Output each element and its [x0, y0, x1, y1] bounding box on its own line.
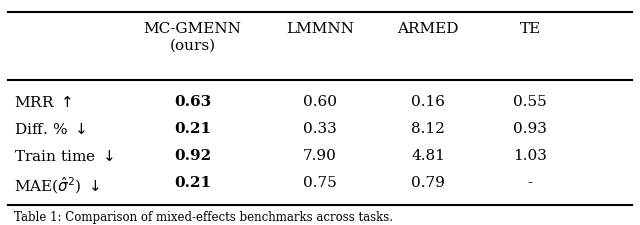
Text: 0.21: 0.21: [174, 122, 211, 136]
Text: 0.63: 0.63: [174, 95, 211, 109]
Text: 1.03: 1.03: [513, 149, 547, 163]
Text: 0.75: 0.75: [303, 176, 337, 190]
Text: 0.55: 0.55: [513, 95, 547, 109]
Text: 0.21: 0.21: [174, 176, 211, 190]
Text: LMMNN: LMMNN: [286, 22, 354, 36]
Text: 8.12: 8.12: [412, 122, 445, 136]
Text: 0.93: 0.93: [513, 122, 547, 136]
Text: MC-GMENN
(ours): MC-GMENN (ours): [143, 22, 241, 52]
Text: 0.33: 0.33: [303, 122, 337, 136]
Text: Diff. % $\downarrow$: Diff. % $\downarrow$: [14, 122, 86, 137]
Text: 0.60: 0.60: [303, 95, 337, 109]
Text: MRR $\uparrow$: MRR $\uparrow$: [14, 95, 72, 110]
Text: Train time $\downarrow$: Train time $\downarrow$: [14, 149, 114, 164]
Text: 0.16: 0.16: [412, 95, 445, 109]
Text: -: -: [528, 176, 533, 190]
Text: 7.90: 7.90: [303, 149, 337, 163]
Text: MAE($\hat{\sigma}^2$) $\downarrow$: MAE($\hat{\sigma}^2$) $\downarrow$: [14, 176, 100, 196]
Text: ARMED: ARMED: [397, 22, 459, 36]
Text: TE: TE: [520, 22, 541, 36]
Text: 0.79: 0.79: [412, 176, 445, 190]
Text: Table 1: Comparison of mixed-effects benchmarks across tasks.: Table 1: Comparison of mixed-effects ben…: [14, 211, 393, 224]
Text: 4.81: 4.81: [412, 149, 445, 163]
Text: 0.92: 0.92: [174, 149, 211, 163]
